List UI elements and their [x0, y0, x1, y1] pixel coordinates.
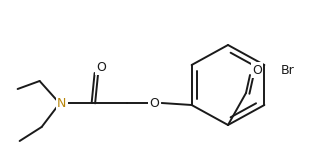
- Text: N: N: [57, 97, 66, 109]
- Text: O: O: [150, 97, 160, 109]
- Text: Br: Br: [280, 65, 294, 77]
- Text: O: O: [252, 63, 262, 77]
- Text: O: O: [97, 61, 107, 73]
